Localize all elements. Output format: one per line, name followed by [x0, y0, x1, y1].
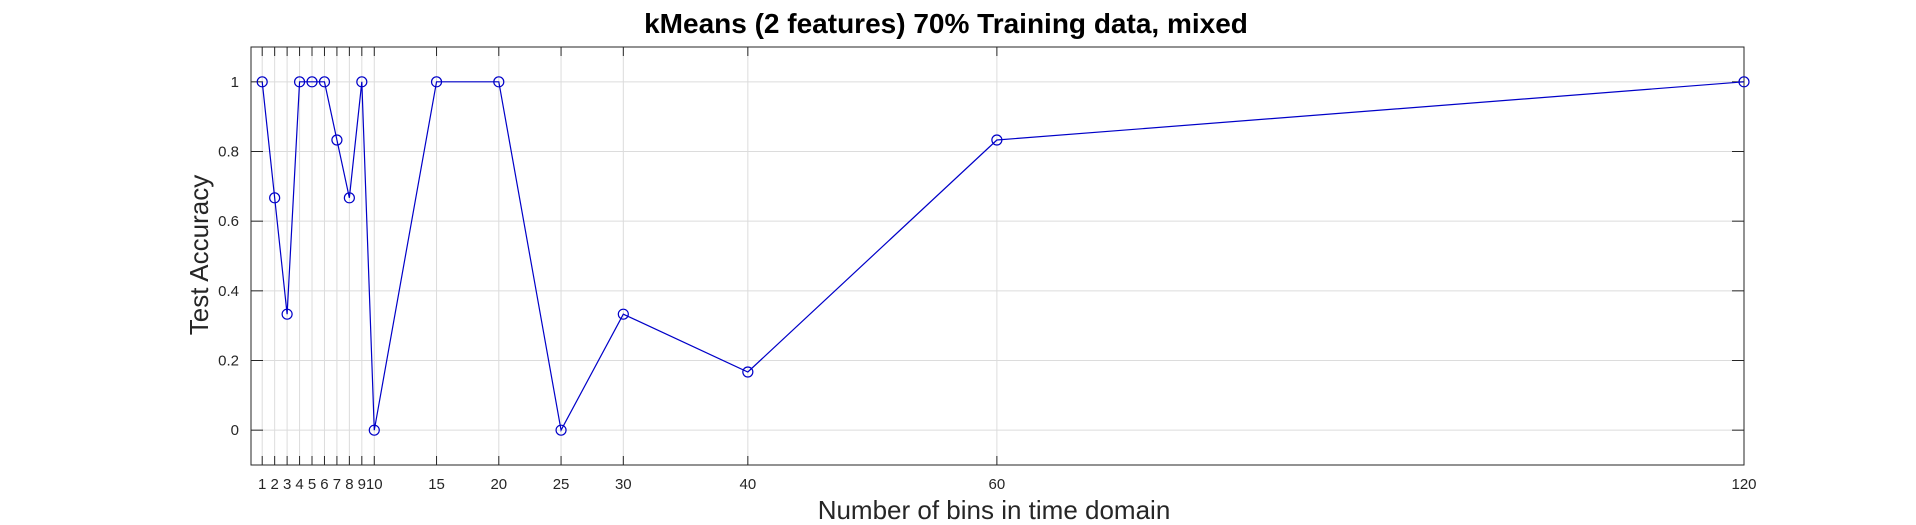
x-tick-label: 25	[553, 476, 570, 493]
x-tick-label: 20	[490, 476, 507, 493]
x-axis-label: Number of bins in time domain	[818, 495, 1171, 525]
data-point-marker	[318, 76, 331, 88]
y-tick-label: 1	[231, 74, 239, 91]
x-tick-label: 4	[295, 476, 303, 493]
x-tick-label: 9	[358, 476, 366, 493]
y-axis-label: Test Accuracy	[184, 175, 214, 335]
y-tick-label: 0.8	[218, 144, 239, 161]
axis-ticks	[251, 47, 1745, 465]
plot-area	[251, 47, 1744, 465]
x-tick-label: 5	[308, 476, 316, 493]
data-point-marker	[555, 424, 567, 436]
x-tick-label: 8	[345, 476, 353, 493]
x-tick-label: 40	[739, 476, 756, 493]
x-tick-labels: 1 2 3 4 5 6 7 8 9 10 15 20 25 30 40 60 120	[258, 476, 1756, 493]
plot-frame	[250, 46, 1745, 466]
x-tick-label: 3	[283, 476, 291, 493]
grid-lines	[251, 47, 1745, 465]
x-tick-label: 120	[1731, 476, 1756, 493]
data-point-marker	[742, 366, 754, 378]
chart-title: kMeans (2 features) 70% Training data, m…	[644, 8, 1248, 39]
series-group	[256, 76, 1750, 436]
y-tick-label: 0.6	[218, 213, 239, 230]
x-tick-label: 10	[366, 476, 383, 493]
x-tick-label: 60	[989, 476, 1006, 493]
data-point-marker	[368, 424, 380, 436]
x-tick-label: 30	[615, 476, 632, 493]
data-point-marker	[269, 192, 281, 204]
y-tick-label: 0.2	[218, 353, 239, 370]
series-line	[261, 81, 1745, 432]
y-tick-label: 0.4	[218, 283, 239, 300]
data-point-marker	[256, 76, 268, 88]
y-tick-label: 0	[231, 422, 239, 439]
x-tick-label: 15	[428, 476, 445, 493]
data-point-marker	[356, 76, 368, 88]
data-point-marker	[293, 76, 306, 88]
y-tick-labels: 0 0.2 0.4 0.6 0.8 1	[218, 74, 239, 439]
data-point-marker	[306, 76, 318, 88]
data-point-marker	[617, 308, 629, 320]
x-tick-label: 2	[270, 476, 278, 493]
data-point-marker	[493, 76, 505, 88]
data-point-marker	[343, 192, 355, 204]
data-point-marker	[281, 308, 293, 320]
x-tick-label: 6	[320, 476, 328, 493]
data-point-marker	[331, 134, 343, 146]
data-point-marker	[430, 76, 443, 88]
data-point-marker	[1738, 76, 1750, 88]
data-point-marker	[991, 134, 1003, 146]
x-tick-label: 1	[258, 476, 266, 493]
x-tick-label: 7	[333, 476, 341, 493]
